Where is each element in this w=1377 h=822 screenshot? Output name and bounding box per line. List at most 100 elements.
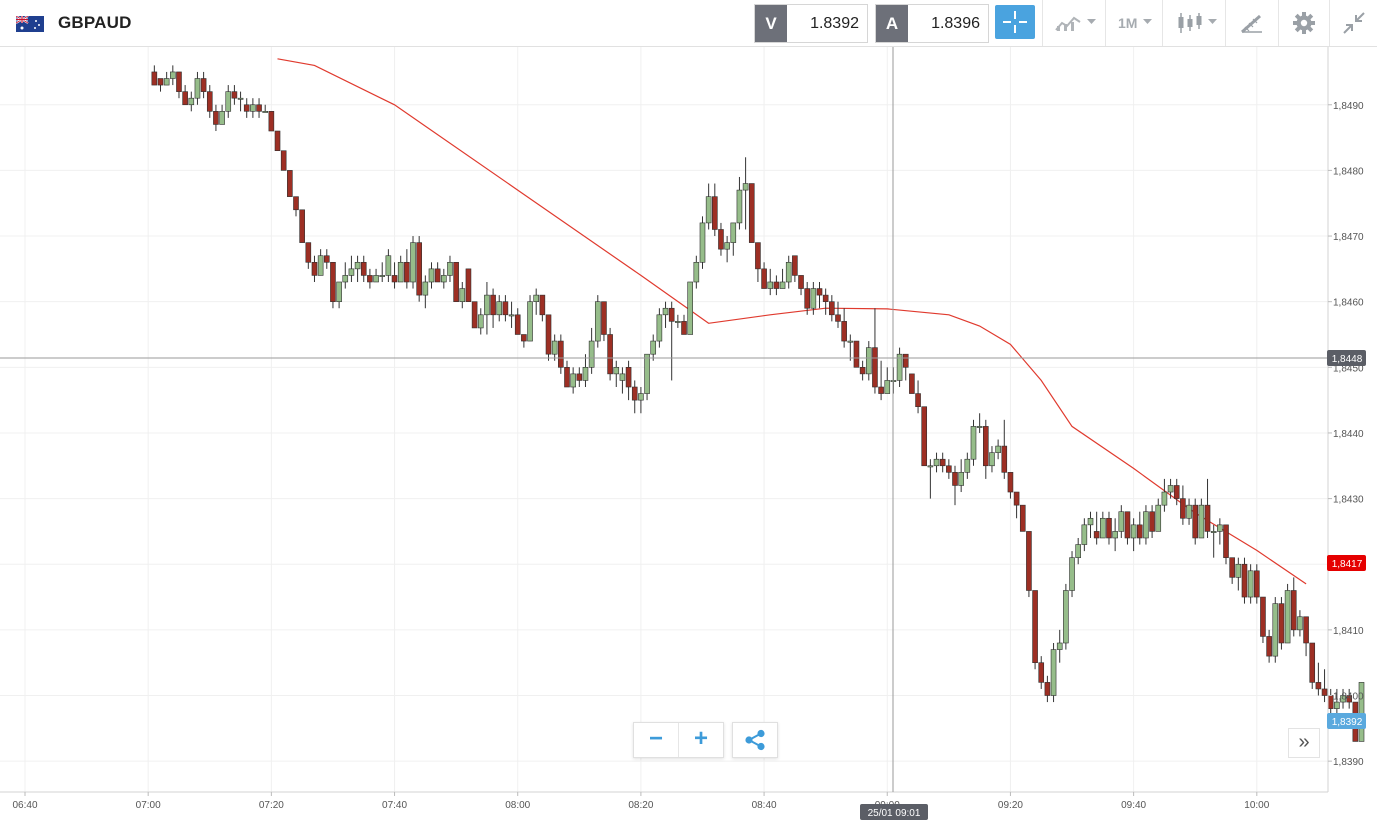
candle-body (219, 111, 225, 125)
candle-up (1063, 583, 1069, 650)
candle-body (952, 472, 958, 486)
candle-down (1321, 669, 1328, 703)
candle-body (1056, 642, 1063, 650)
candle-up (865, 341, 872, 381)
candle-down (1278, 597, 1285, 650)
candle-body (274, 130, 281, 152)
candle-body (582, 367, 589, 381)
candle-body (946, 465, 952, 473)
candle-body (317, 255, 324, 276)
candle-body (736, 189, 743, 224)
drawing-tools-button[interactable] (1225, 0, 1278, 46)
candle-up (742, 157, 749, 230)
candle-down (305, 242, 312, 269)
instrument-header: GBPAUD V 1.8392 A 1.8396 1M (0, 0, 1377, 47)
crosshair-price-label: 1,8448 (1332, 354, 1363, 365)
candle-down (1007, 472, 1014, 499)
scroll-to-latest-button[interactable]: » (1288, 728, 1320, 758)
candle-body (1241, 563, 1248, 598)
candle-body (367, 275, 373, 283)
candle-up (779, 268, 786, 289)
candle-up (1297, 610, 1303, 637)
candle-down (902, 353, 909, 381)
candle-down (1026, 531, 1032, 598)
candle-body (1204, 504, 1211, 532)
candle-body (650, 340, 657, 355)
zoom-in-button[interactable]: + (693, 725, 708, 752)
candle-body (767, 281, 774, 289)
candle-up (687, 281, 693, 335)
candle-body (182, 91, 188, 106)
candle-up (447, 255, 453, 282)
candle-up (656, 308, 663, 348)
candle-body (915, 393, 921, 408)
candle-up (1087, 511, 1094, 538)
crosshair-toggle-button[interactable] (995, 5, 1035, 39)
candle-up (594, 295, 601, 348)
candle-body (1167, 485, 1174, 493)
buy-tag: A (876, 5, 908, 42)
candle-up (441, 268, 447, 289)
candle-up (958, 459, 964, 493)
candle-down (256, 98, 262, 118)
candle-body (1260, 596, 1266, 637)
indicators-button[interactable] (1042, 0, 1105, 46)
time-tick-label: 09:20 (998, 800, 1023, 811)
candle-body (477, 314, 484, 329)
price-tick-label: 1,8410 (1333, 626, 1364, 637)
candle-up (262, 104, 269, 113)
candle-down (1149, 505, 1155, 538)
candle-body (1136, 524, 1143, 539)
time-tick-label: 08:40 (752, 800, 777, 811)
candle-down (946, 459, 952, 479)
collapse-button[interactable] (1329, 0, 1377, 46)
candle-body (847, 340, 854, 343)
candle-body (976, 426, 983, 428)
timeframe-selector[interactable]: 1M (1105, 0, 1162, 46)
candle-body (268, 111, 275, 132)
chevron-down-icon (1143, 19, 1152, 24)
candle-body (379, 275, 386, 277)
share-button[interactable] (732, 722, 778, 758)
candle-up (810, 281, 817, 315)
candle-body (1019, 504, 1026, 532)
buy-price: 1.8396 (931, 15, 980, 32)
candle-up (237, 91, 244, 112)
buy-price-button[interactable]: A 1.8396 (875, 4, 989, 43)
candle-up (896, 347, 903, 388)
zoom-out-button[interactable]: − (648, 725, 663, 752)
candle-body (1124, 511, 1131, 539)
price-tick-label: 1,8450 (1333, 363, 1364, 374)
candle-body (1210, 531, 1217, 533)
chart-type-selector[interactable] (1162, 0, 1225, 46)
candle-up (644, 353, 650, 401)
candle-down (681, 314, 687, 335)
chart-area[interactable]: 1,83901,84001,84101,84201,84301,84401,84… (0, 47, 1377, 822)
candle-up (1161, 478, 1168, 512)
moving-average-line (277, 58, 1307, 585)
candlestick-chart[interactable]: 1,83901,84001,84101,84201,84301,84401,84… (0, 47, 1377, 822)
candle-body (1358, 682, 1365, 742)
candle-body (687, 281, 693, 335)
candle-body (576, 373, 583, 381)
candle-down (804, 281, 810, 315)
candle-down (773, 275, 780, 296)
candle-body (613, 367, 620, 375)
sell-price-button[interactable]: V 1.8392 (754, 4, 868, 43)
candle-up (379, 262, 386, 282)
candle-body (1297, 616, 1303, 631)
candle-up (976, 413, 983, 433)
candle-down (416, 236, 422, 302)
candle-up (1272, 597, 1279, 663)
candle-body (995, 445, 1001, 453)
candle-up (170, 65, 176, 86)
candle-down (1254, 564, 1260, 604)
candle-body (1173, 485, 1180, 499)
price-tick-label: 1,8470 (1333, 232, 1364, 243)
settings-button[interactable] (1278, 0, 1329, 46)
time-tick-label: 07:40 (382, 800, 407, 811)
candle-down (564, 360, 570, 388)
candle-body (305, 242, 312, 263)
candle-down (983, 419, 989, 479)
candle-body (1254, 570, 1260, 598)
